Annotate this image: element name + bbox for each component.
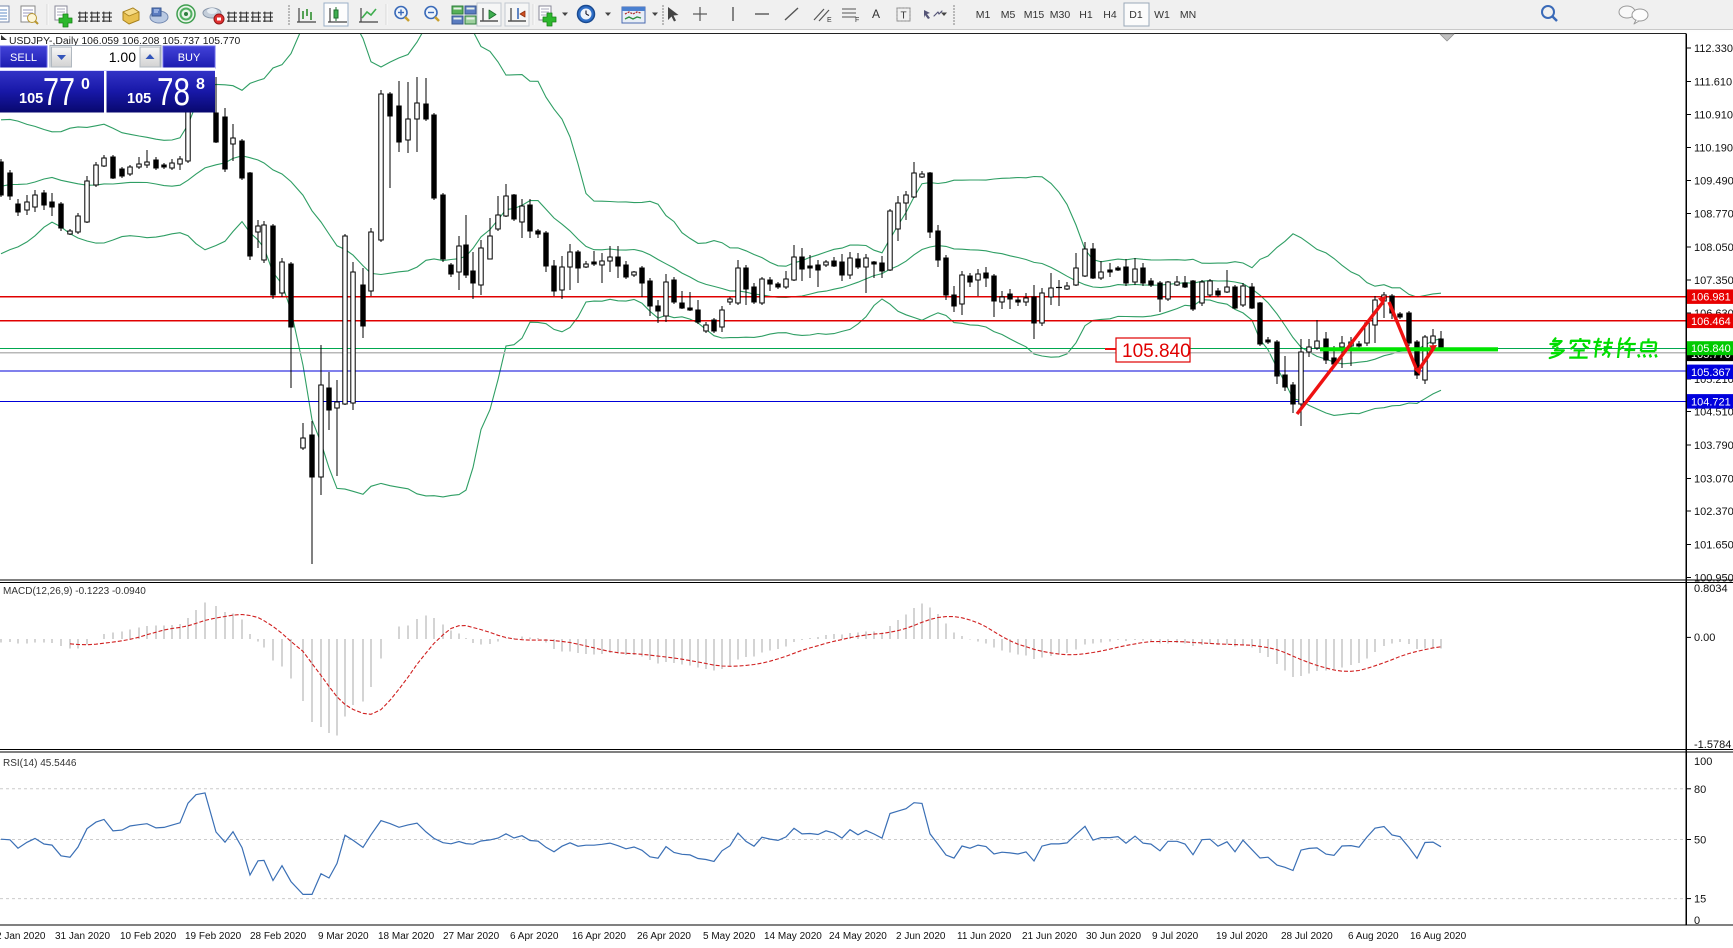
svg-text:109.490: 109.490 [1694, 176, 1733, 188]
svg-text:108.770: 108.770 [1694, 209, 1733, 221]
svg-text:SELL: SELL [10, 52, 37, 64]
svg-text:6 Aug 2020: 6 Aug 2020 [1348, 931, 1399, 942]
svg-text:RSI(14) 45.5446: RSI(14) 45.5446 [3, 758, 77, 769]
svg-text:103.070: 103.070 [1694, 474, 1733, 486]
svg-text:19 Feb 2020: 19 Feb 2020 [185, 931, 242, 942]
svg-text:2 Jan 2020: 2 Jan 2020 [0, 931, 46, 942]
svg-text:100: 100 [1694, 756, 1712, 768]
svg-text:F: F [855, 17, 859, 24]
svg-text:26 Apr 2020: 26 Apr 2020 [637, 931, 691, 942]
svg-text:10 Feb 2020: 10 Feb 2020 [120, 931, 177, 942]
svg-text:107.350: 107.350 [1694, 275, 1733, 287]
svg-text:D1: D1 [1129, 9, 1143, 21]
svg-text:M1: M1 [976, 9, 991, 21]
svg-text:80: 80 [1694, 784, 1706, 796]
svg-text:27 Mar 2020: 27 Mar 2020 [443, 931, 500, 942]
svg-text:110.190: 110.190 [1694, 143, 1733, 155]
svg-text:105.840: 105.840 [1122, 341, 1191, 362]
svg-text:0.8034: 0.8034 [1694, 583, 1728, 595]
svg-text:105.367: 105.367 [1691, 367, 1731, 379]
svg-text:9 Jul 2020: 9 Jul 2020 [1152, 931, 1199, 942]
svg-text:9 Mar 2020: 9 Mar 2020 [318, 931, 369, 942]
svg-text:30 Jun 2020: 30 Jun 2020 [1086, 931, 1141, 942]
svg-text:M30: M30 [1050, 9, 1071, 21]
svg-text:105.840: 105.840 [1691, 343, 1731, 355]
svg-text:BUY: BUY [178, 52, 201, 64]
svg-text:MN: MN [1180, 9, 1196, 21]
svg-text:2 Jun 2020: 2 Jun 2020 [896, 931, 946, 942]
svg-text:28 Jul 2020: 28 Jul 2020 [1281, 931, 1333, 942]
svg-text:102.370: 102.370 [1694, 506, 1733, 518]
svg-text:M15: M15 [1024, 9, 1045, 21]
svg-text:H1: H1 [1079, 9, 1093, 21]
svg-text:50: 50 [1694, 835, 1706, 847]
svg-text:6 Apr 2020: 6 Apr 2020 [510, 931, 559, 942]
svg-text:0: 0 [1694, 915, 1700, 927]
svg-text:M5: M5 [1001, 9, 1016, 21]
svg-text:77: 77 [43, 71, 75, 114]
svg-text:28 Feb 2020: 28 Feb 2020 [250, 931, 307, 942]
svg-text:H4: H4 [1103, 9, 1117, 21]
svg-text:110.910: 110.910 [1694, 110, 1733, 122]
svg-text:A: A [872, 7, 880, 21]
svg-text:19 Jul 2020: 19 Jul 2020 [1216, 931, 1268, 942]
svg-text:16 Aug 2020: 16 Aug 2020 [1410, 931, 1467, 942]
svg-text:W1: W1 [1154, 9, 1170, 21]
svg-text:16 Apr 2020: 16 Apr 2020 [572, 931, 626, 942]
svg-text:1.00: 1.00 [109, 49, 136, 65]
svg-text:106.981: 106.981 [1691, 292, 1731, 304]
svg-text:T: T [900, 11, 906, 22]
svg-text:11 Jun 2020: 11 Jun 2020 [957, 931, 1012, 942]
svg-text:18 Mar 2020: 18 Mar 2020 [378, 931, 435, 942]
svg-text:105: 105 [19, 91, 43, 107]
svg-text:14 May 2020: 14 May 2020 [764, 931, 822, 942]
svg-text:0: 0 [81, 76, 90, 93]
svg-text:103.790: 103.790 [1694, 440, 1733, 452]
svg-text:105: 105 [127, 91, 151, 107]
svg-text:31 Jan 2020: 31 Jan 2020 [55, 931, 110, 942]
svg-text:E: E [827, 17, 832, 24]
svg-text:112.330: 112.330 [1694, 43, 1733, 55]
svg-text:78: 78 [157, 71, 190, 114]
svg-text:MACD(12,26,9) -0.1223 -0.0940: MACD(12,26,9) -0.1223 -0.0940 [3, 586, 146, 597]
svg-text:108.050: 108.050 [1694, 242, 1733, 254]
svg-text:5 May 2020: 5 May 2020 [703, 931, 756, 942]
svg-text:106.464: 106.464 [1691, 316, 1731, 328]
svg-text:101.650: 101.650 [1694, 540, 1733, 552]
svg-text:0.00: 0.00 [1694, 632, 1715, 644]
svg-text:15: 15 [1694, 894, 1706, 906]
svg-text:104.721: 104.721 [1691, 396, 1731, 408]
svg-text:24 May 2020: 24 May 2020 [829, 931, 887, 942]
svg-text:21 Jun 2020: 21 Jun 2020 [1022, 931, 1077, 942]
svg-text:111.610: 111.610 [1694, 77, 1732, 89]
svg-text:8: 8 [196, 76, 205, 93]
svg-text:-1.5784: -1.5784 [1694, 739, 1731, 751]
